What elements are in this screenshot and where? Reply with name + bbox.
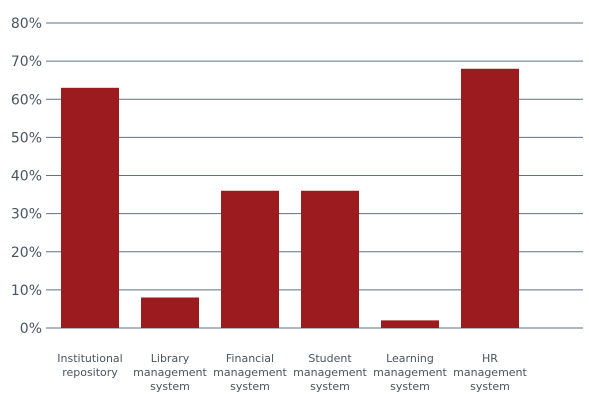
- x-category-label-line: management: [373, 366, 447, 379]
- x-category-label-line: repository: [62, 366, 118, 379]
- x-category-label-line: Student: [308, 352, 352, 365]
- x-category-label: Library management system: [133, 352, 207, 393]
- x-category-label: Financial management system: [213, 352, 287, 393]
- y-tick-label: 40%: [11, 169, 42, 185]
- x-category-label-line: Financial: [226, 352, 274, 365]
- bar: [141, 297, 199, 328]
- x-category-label-line: HR: [482, 352, 498, 365]
- x-category-label-line: management: [453, 366, 527, 379]
- x-category-label-line: system: [470, 380, 510, 393]
- x-category-label: Institutional repository: [57, 352, 122, 379]
- y-axis-tick-labels: 0% 10% 20% 30% 40% 50% 60% 70% 80%: [11, 16, 42, 337]
- y-tick-label: 0%: [20, 321, 42, 337]
- y-tick-label: 30%: [11, 207, 42, 223]
- y-tick-label: 80%: [11, 16, 42, 32]
- x-category-label-line: system: [310, 380, 350, 393]
- bar: [381, 320, 439, 328]
- x-category-label-line: management: [133, 366, 207, 379]
- x-category-label-line: Learning: [386, 352, 434, 365]
- x-category-label-line: system: [230, 380, 270, 393]
- gridlines: [46, 22, 583, 329]
- x-category-label-line: management: [213, 366, 287, 379]
- x-category-label: Learning management system: [373, 352, 447, 393]
- x-category-label-line: management: [293, 366, 367, 379]
- y-tick-label: 20%: [11, 245, 42, 261]
- x-category-label-line: Library: [151, 352, 190, 365]
- x-category-label-line: system: [390, 380, 430, 393]
- bar: [221, 190, 279, 328]
- y-tick-label: 70%: [11, 54, 42, 70]
- x-category-label: HR management system: [453, 352, 527, 393]
- bar: [61, 87, 119, 328]
- y-tick-label: 50%: [11, 130, 42, 146]
- y-tick-label: 60%: [11, 92, 42, 108]
- bars: [61, 68, 519, 328]
- x-category-label-line: system: [150, 380, 190, 393]
- bar: [461, 68, 519, 328]
- x-category-label-line: Institutional: [57, 352, 122, 365]
- x-category-label: Student management system: [293, 352, 367, 393]
- bar: [301, 190, 359, 328]
- y-tick-label: 10%: [11, 283, 42, 299]
